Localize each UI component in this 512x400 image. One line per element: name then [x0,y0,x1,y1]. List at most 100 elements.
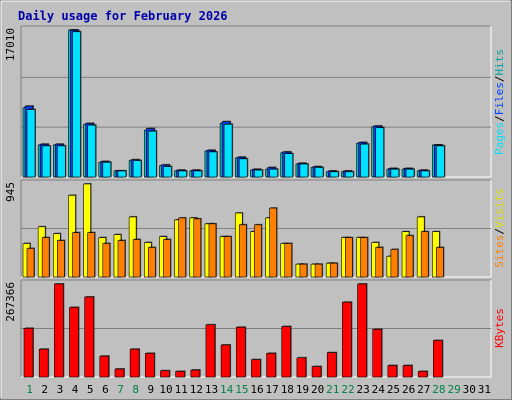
day-label-19: 19 [296,383,309,396]
bar-kbytes-day-11 [175,371,185,378]
bar-pages-day-2 [41,145,51,178]
bar-kbytes-day-21 [326,352,337,378]
bar-sites-day-17 [269,207,277,278]
bar-sites-day-20 [314,263,323,278]
bar-sites-day-16 [254,224,262,278]
bar-kbytes-day-8 [129,348,140,378]
bar-kbytes-day-6 [99,355,110,378]
day-label-28: 28 [432,383,445,396]
bar-pages-day-20 [314,167,324,178]
bar-kbytes-day-23 [357,283,367,378]
panel-bg-0 [21,26,491,177]
bar-sites-day-25 [390,249,399,278]
bar-pages-day-10 [163,166,172,178]
bar-sites-day-15 [238,224,247,278]
bar-sites-day-9 [147,247,156,278]
bar-sites-day-27 [420,231,429,278]
bar-kbytes-day-7 [114,368,125,378]
bar-pages-day-23 [360,143,369,178]
bar-kbytes-day-18 [281,326,292,378]
ymax-label-kbytes: 267366 [4,282,17,322]
bar-kbytes-day-20 [311,366,322,378]
day-label-24: 24 [372,383,386,396]
bar-sites-day-10 [163,239,171,278]
legend-visits: Visits [493,188,506,228]
bar-kbytes-day-16 [251,359,261,378]
legend-hits: Hits [493,49,506,76]
legend-kbytes-label: KBytes [493,308,506,348]
bar-pages-day-4 [72,31,81,178]
day-label-18: 18 [281,383,294,396]
bar-visits-day-5 [83,183,91,278]
day-label-8: 8 [132,383,139,396]
bar-kbytes-day-10 [160,370,170,378]
bar-pages-day-28 [436,145,445,178]
day-label-7: 7 [117,383,124,396]
legend-text-bottom: KBytes [493,308,506,348]
bar-kbytes-day-14 [220,344,231,378]
bar-kbytes-day-3 [54,283,64,378]
day-label-31: 31 [478,383,491,396]
day-label-20: 20 [311,383,324,396]
bar-pages-day-8 [132,160,142,178]
bar-sites-day-6 [102,243,111,278]
day-label-9: 9 [148,383,155,396]
day-label-23: 23 [357,383,370,396]
bar-kbytes-day-25 [387,365,398,378]
day-label-6: 6 [102,383,109,396]
day-label-11: 11 [175,383,188,396]
bar-pages-day-16 [254,169,263,178]
bar-pages-day-15 [238,158,248,178]
day-label-1: 1 [26,383,33,396]
bar-kbytes-day-4 [69,307,79,378]
legend-files: Files [493,82,506,115]
legend-kbytes: KBytes [493,308,506,348]
day-label-10: 10 [159,383,172,396]
bar-sites-day-4 [72,232,80,278]
bar-sites-day-12 [193,218,202,278]
bar-pages-day-5 [87,124,96,178]
day-label-29: 29 [447,383,460,396]
day-label-25: 25 [387,383,400,396]
legend-slash-3: / [493,228,506,235]
legend-text-middle: Sites/Visits [493,188,506,268]
day-label-27: 27 [417,383,430,396]
day-label-15: 15 [235,383,248,396]
bar-kbytes-day-27 [417,371,428,378]
bar-pages-day-12 [193,170,203,178]
bar-kbytes-day-5 [84,296,94,378]
bar-kbytes-day-28 [433,340,443,378]
bar-pages-day-21 [329,171,339,178]
day-label-12: 12 [190,383,203,396]
legend-slash-2: / [493,76,506,83]
ymax-label-hits: 17010 [4,28,17,61]
bar-pages-day-24 [375,127,385,178]
bar-pages-day-17 [269,168,278,178]
bar-pages-day-9 [147,130,157,178]
bar-sites-day-21 [329,262,338,278]
ymax-label-visits: 945 [4,182,17,202]
bar-sites-day-3 [57,240,65,278]
day-label-5: 5 [87,383,94,396]
day-label-21: 21 [326,383,339,396]
day-label-26: 26 [402,383,415,396]
bar-pages-day-22 [345,171,354,178]
bar-pages-day-6 [102,162,112,178]
bar-sites-day-18 [284,243,293,278]
bar-kbytes-day-24 [372,329,383,378]
bar-sites-day-2 [41,237,50,278]
bar-kbytes-day-1 [23,328,34,378]
bar-sites-day-28 [436,247,444,278]
chart-title: Daily usage for February 2026 [18,9,228,23]
bar-kbytes-day-15 [235,326,246,378]
bar-sites-day-11 [178,217,186,278]
legend-text-top: Pages/Files/Hits [493,49,506,155]
bar-sites-day-1 [26,248,35,278]
bar-pages-day-26 [405,168,415,178]
day-label-2: 2 [41,383,48,396]
bar-sites-day-13 [208,223,217,278]
labels: 1 2 3 4 5 6 7 8 9 10 11 12 13 14 15 16 17 18 19 20 21 22 23 24 2… [26,383,491,396]
bar-pages-day-25 [390,168,400,178]
